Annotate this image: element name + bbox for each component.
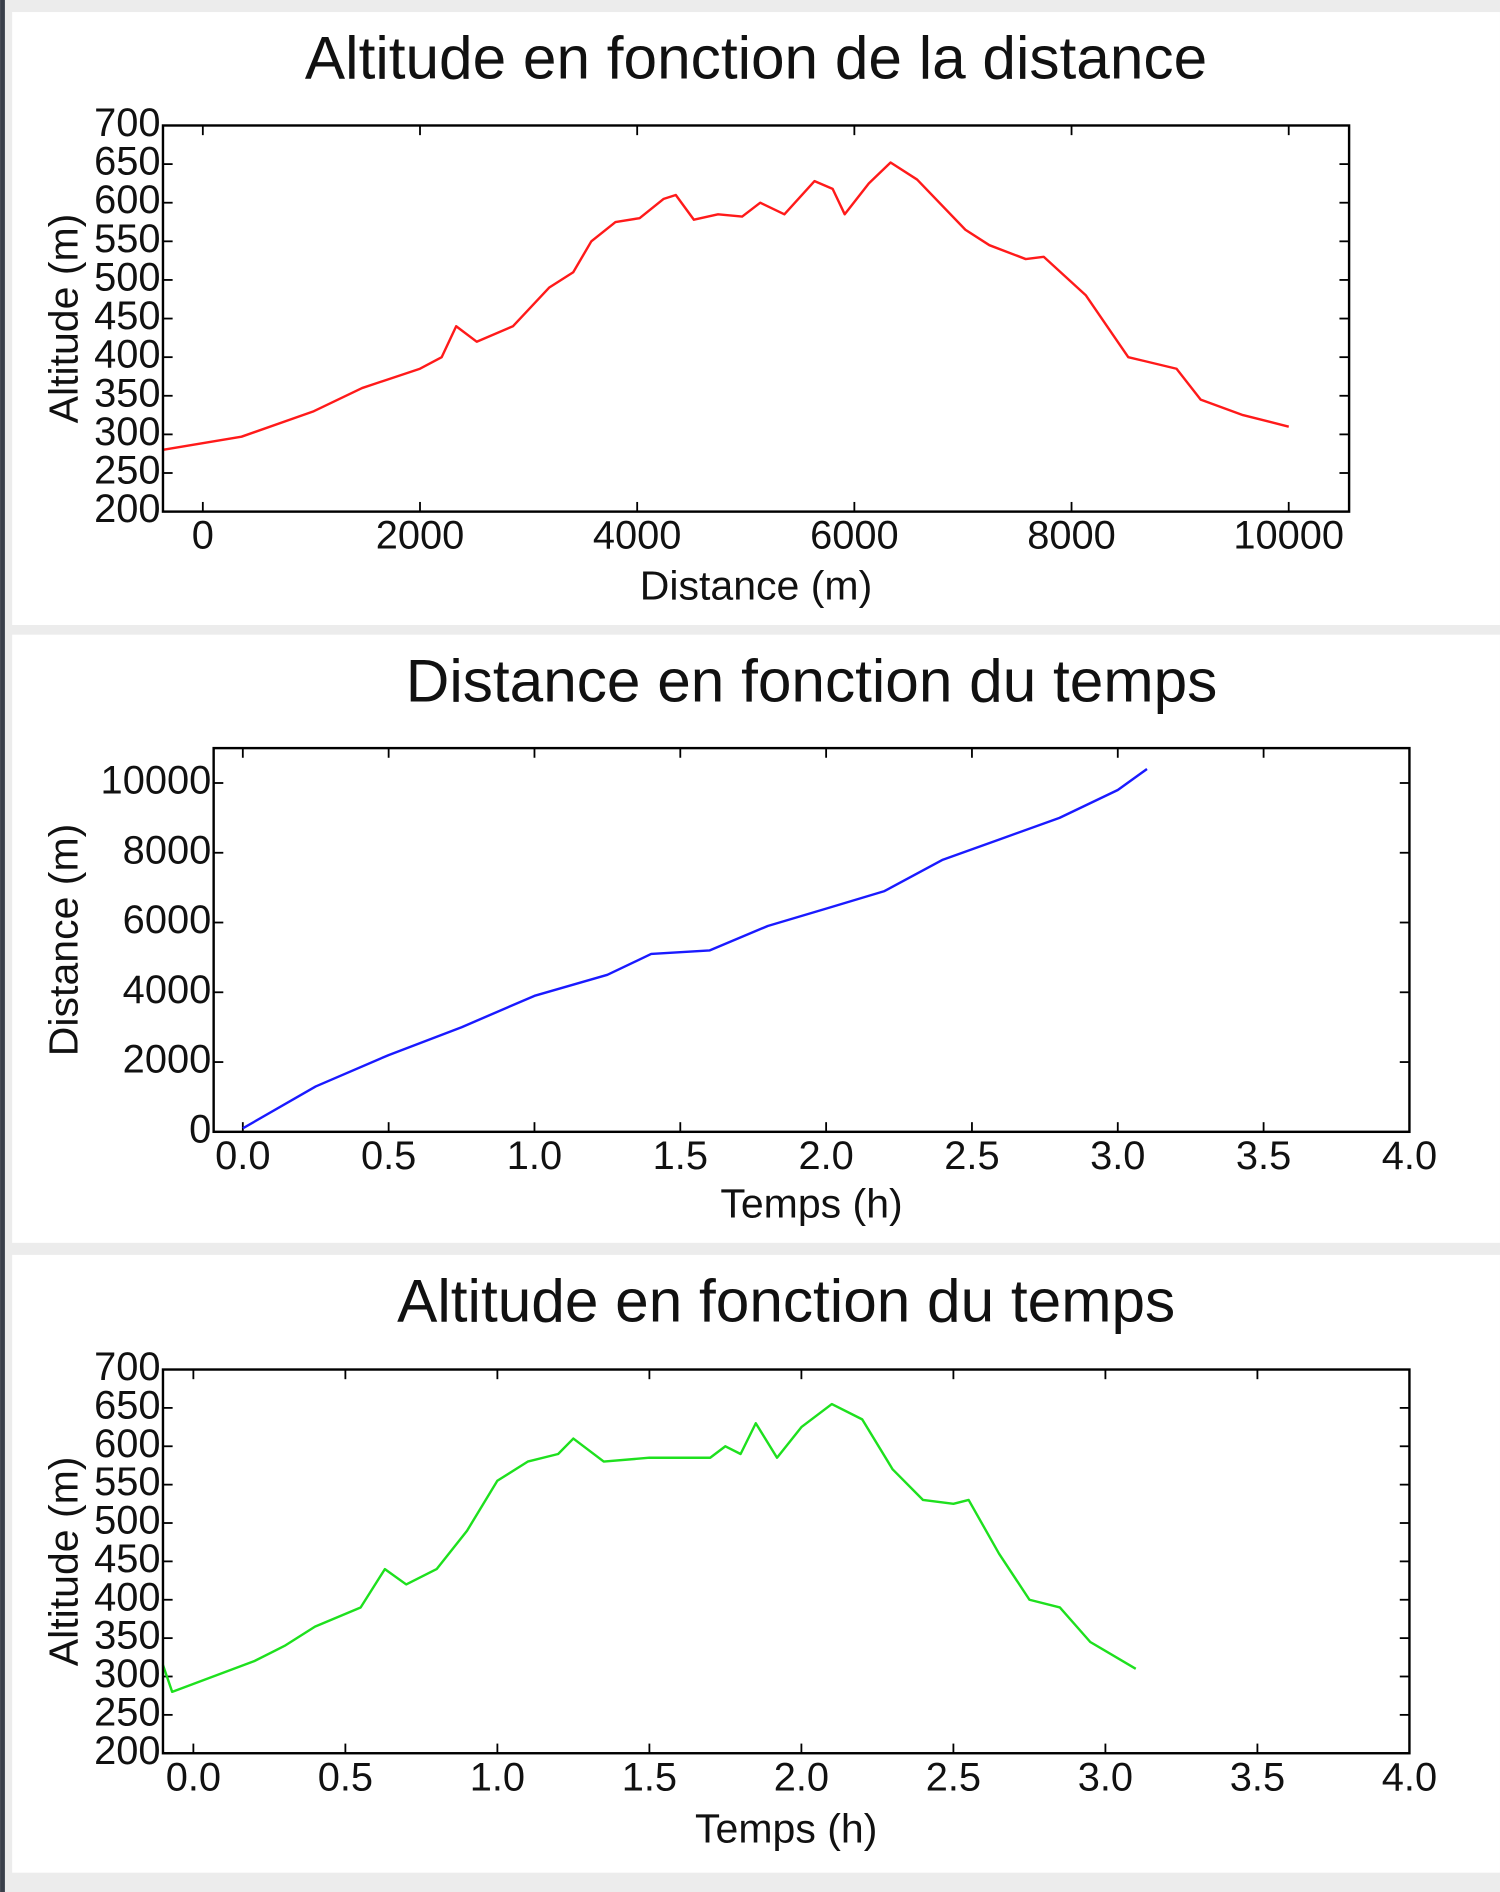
y-tick-label: 350 [94, 1614, 160, 1658]
x-tick-label: 10000 [1233, 514, 1344, 558]
data-line [161, 1402, 1137, 1694]
x-tick-label: 0.0 [215, 1134, 270, 1178]
y-tick-label: 300 [94, 410, 160, 454]
x-tick-label: 1.5 [653, 1134, 708, 1178]
y-tick-label: 8000 [123, 828, 212, 872]
y-tick-label: 550 [94, 1460, 160, 1504]
x-tick-label: 1.5 [622, 1755, 677, 1799]
y-tick-label: 700 [94, 1345, 160, 1389]
y-tick-label: 600 [94, 178, 160, 222]
y-tick-label: 500 [94, 255, 160, 299]
x-tick-label: 0.5 [361, 1134, 416, 1178]
panel [12, 12, 1500, 626]
data-line [162, 161, 1290, 452]
chart-title: Distance en fonction du temps [406, 646, 1218, 714]
y-tick-label: 450 [94, 294, 160, 338]
y-axis-label: Distance (m) [40, 824, 86, 1056]
x-axis-label: Temps (h) [695, 1805, 877, 1851]
x-tick-label: 2.5 [926, 1755, 981, 1799]
y-tick-label: 350 [94, 371, 160, 415]
x-axis-label: Distance (m) [640, 563, 872, 609]
panel [12, 634, 1500, 1243]
x-tick-label: 3.0 [1078, 1755, 1133, 1799]
x-tick-label: 8000 [1027, 514, 1116, 558]
y-tick-label: 0 [189, 1107, 211, 1151]
x-tick-label: 0.5 [318, 1755, 373, 1799]
y-axis-label: Altitude (m) [40, 1457, 86, 1667]
y-tick-label: 600 [94, 1422, 160, 1466]
y-tick-label: 4000 [123, 968, 212, 1012]
y-tick-label: 250 [94, 449, 160, 493]
chart-title: Altitude en fonction de la distance [305, 24, 1207, 92]
left-border [0, 0, 5, 1892]
plot-frame [161, 124, 1351, 513]
y-tick-label: 300 [94, 1652, 160, 1696]
y-tick-label: 200 [94, 487, 160, 531]
y-tick-label: 200 [94, 1729, 160, 1773]
x-tick-label: 1.0 [470, 1755, 525, 1799]
x-tick-label: 3.5 [1236, 1134, 1291, 1178]
y-tick-label: 6000 [123, 898, 212, 942]
y-axis-label: Altitude (m) [40, 214, 86, 424]
x-tick-label: 3.0 [1090, 1134, 1145, 1178]
panel [12, 1254, 1500, 1873]
y-tick-label: 2000 [123, 1038, 212, 1082]
data-line [242, 768, 1148, 1130]
y-tick-label: 650 [94, 140, 160, 184]
x-tick-label: 0 [192, 514, 214, 558]
x-tick-label: 4.0 [1382, 1134, 1437, 1178]
x-tick-label: 3.5 [1230, 1755, 1285, 1799]
y-tick-label: 400 [94, 333, 160, 377]
x-tick-label: 2000 [376, 514, 465, 558]
y-tick-label: 650 [94, 1383, 160, 1427]
y-tick-label: 10000 [101, 759, 212, 803]
plot-frame [161, 1368, 1411, 1755]
x-tick-label: 2.0 [774, 1755, 829, 1799]
x-tick-label: 4.0 [1382, 1755, 1437, 1799]
y-tick-label: 700 [94, 101, 160, 145]
y-tick-label: 250 [94, 1690, 160, 1734]
x-tick-label: 2.5 [944, 1134, 999, 1178]
y-tick-label: 550 [94, 217, 160, 261]
x-axis-label: Temps (h) [720, 1180, 902, 1226]
x-tick-label: 2.0 [798, 1134, 853, 1178]
chart-title: Altitude en fonction du temps [397, 1267, 1175, 1335]
x-tick-label: 4000 [593, 514, 682, 558]
y-tick-label: 450 [94, 1537, 160, 1581]
y-tick-label: 500 [94, 1499, 160, 1543]
plot-frame [212, 746, 1411, 1134]
x-tick-label: 0.0 [166, 1755, 221, 1799]
y-tick-label: 400 [94, 1575, 160, 1619]
x-tick-label: 1.0 [507, 1134, 562, 1178]
x-tick-label: 6000 [810, 514, 899, 558]
